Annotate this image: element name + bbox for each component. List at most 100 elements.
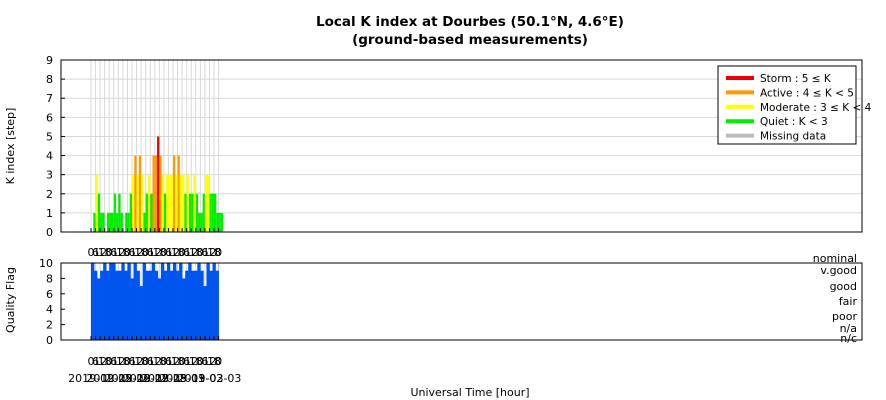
k-index-plot: 0123456789061218061218061218061218061218…: [46, 54, 863, 259]
quality-segment: [179, 263, 183, 340]
k-index-bar: [113, 193, 117, 232]
k-index-bar: [138, 155, 142, 232]
k-x-tick-label: 0: [160, 246, 167, 259]
q-y-tick-label: 8: [46, 272, 53, 285]
k-x-tick-label: 18: [207, 246, 221, 259]
quality-segment: [200, 270, 204, 340]
k-index-bar: [166, 174, 169, 232]
date-label: 2019-02-27: [105, 372, 169, 385]
k-x-tick-label: 18: [152, 246, 166, 259]
quality-segment: [121, 263, 125, 340]
k-index-bar: [191, 193, 194, 232]
quality-segment: [163, 270, 168, 340]
k-y-tick-label: 0: [46, 226, 53, 239]
k-x-tick-label: 0: [197, 246, 204, 259]
k-index-bar: [125, 212, 128, 232]
quality-segment: [115, 270, 119, 340]
q-x-tick-label: 0: [179, 355, 186, 368]
k-y-tick-label: 5: [46, 130, 53, 143]
k-index-bar: [152, 155, 155, 232]
q-x-tick-label: 6: [92, 355, 99, 368]
quality-y-axis-label: Quality Flag: [4, 267, 17, 333]
k-index-bar: [132, 174, 135, 232]
k-index-bar: [109, 212, 112, 232]
k-index-bar: [111, 212, 114, 232]
chart-title: Local K index at Dourbes (50.1°N, 4.6°E): [316, 14, 624, 30]
k-y-axis-label: K index [step]: [4, 108, 17, 185]
k-index-bar: [159, 155, 162, 232]
quality-segment: [112, 263, 116, 340]
k-index-bar: [163, 193, 167, 232]
k-plot-frame: [60, 59, 863, 233]
k-index-bar: [184, 193, 187, 232]
k-x-tick-label: 0: [124, 246, 131, 259]
quality-segment: [206, 263, 210, 340]
k-index-bar: [102, 212, 105, 232]
q-x-tick-label: 12: [93, 355, 107, 368]
k-x-tick-label: 18: [134, 246, 148, 259]
q-y-tick-label: 10: [39, 257, 53, 270]
quality-segment: [148, 270, 153, 340]
date-label: 2019-03-03: [177, 372, 241, 385]
k-index-bar: [193, 174, 196, 232]
q-x-tick-label: 18: [207, 355, 221, 368]
k-y-tick-label: 4: [46, 150, 53, 163]
k-x-tick-label: 18: [171, 246, 185, 259]
k-index-bar: [129, 193, 133, 232]
k-index-bar: [168, 174, 171, 232]
quality-segment: [212, 263, 216, 340]
k-index-bar: [170, 174, 174, 232]
k-x-tick-label: 6: [201, 246, 208, 259]
legend: Storm : 5 ≤ K Active : 4 ≤ K < 5 Moderate …: [717, 65, 872, 145]
k-x-tick-label: 0: [179, 246, 186, 259]
k-index-bar: [134, 155, 137, 232]
quality-segment: [136, 270, 140, 340]
k-y-tick-label: 2: [46, 188, 53, 201]
quality-segment: [151, 263, 156, 340]
quality-level-label: poor: [832, 310, 857, 323]
k-index-bar: [175, 174, 178, 232]
k-x-tick-label: 12: [148, 246, 162, 259]
quality-segment: [182, 278, 186, 340]
q-x-tick-label: 6: [165, 355, 172, 368]
k-index-bar: [161, 174, 164, 232]
quality-level-label: v.good: [820, 264, 857, 277]
k-index-bar: [214, 193, 217, 232]
date-label: 2019-03-01: [141, 372, 205, 385]
quality-segment: [133, 263, 137, 340]
legend-label: Quiet : K < 3: [760, 116, 828, 128]
quality-segment: [127, 263, 131, 340]
quality-segment: [173, 263, 177, 340]
k-index-bar: [211, 193, 215, 232]
q-x-tick-label: 18: [98, 355, 112, 368]
q-x-tick-label: 6: [129, 355, 136, 368]
k-y-tick-label: 3: [46, 169, 53, 182]
x-axis-label: Universal Time [hour]: [410, 386, 529, 399]
k-x-tick-label: 6: [147, 246, 154, 259]
q-x-tick-label: 6: [147, 355, 154, 368]
q-x-tick-label: 0: [197, 355, 204, 368]
k-index-bar: [120, 212, 123, 232]
k-x-tick-label: 18: [116, 246, 130, 259]
quality-level-label: n/c: [840, 332, 857, 345]
k-x-tick-label: 6: [92, 246, 99, 259]
k-x-tick-label: 12: [111, 246, 125, 259]
q-x-tick-label: 12: [166, 355, 180, 368]
quality-segment: [142, 263, 146, 340]
quality-segment: [154, 270, 159, 340]
quality-level-label: nominal: [813, 252, 857, 265]
q-x-tick-label: 12: [184, 355, 198, 368]
k-x-tick-label: 12: [166, 246, 180, 259]
quality-segment: [191, 270, 195, 340]
quality-segment: [145, 270, 150, 340]
k-index-bar: [188, 193, 192, 232]
k-x-tick-label: 18: [189, 246, 203, 259]
quality-level-label: good: [830, 280, 857, 293]
quality-segment: [194, 270, 198, 340]
k-index-bar: [145, 193, 148, 232]
legend-label: Active : 4 ≤ K < 5: [760, 87, 854, 99]
k-index-bar: [157, 136, 160, 232]
k-index-bar: [116, 212, 119, 232]
k-index-bar: [209, 193, 212, 232]
